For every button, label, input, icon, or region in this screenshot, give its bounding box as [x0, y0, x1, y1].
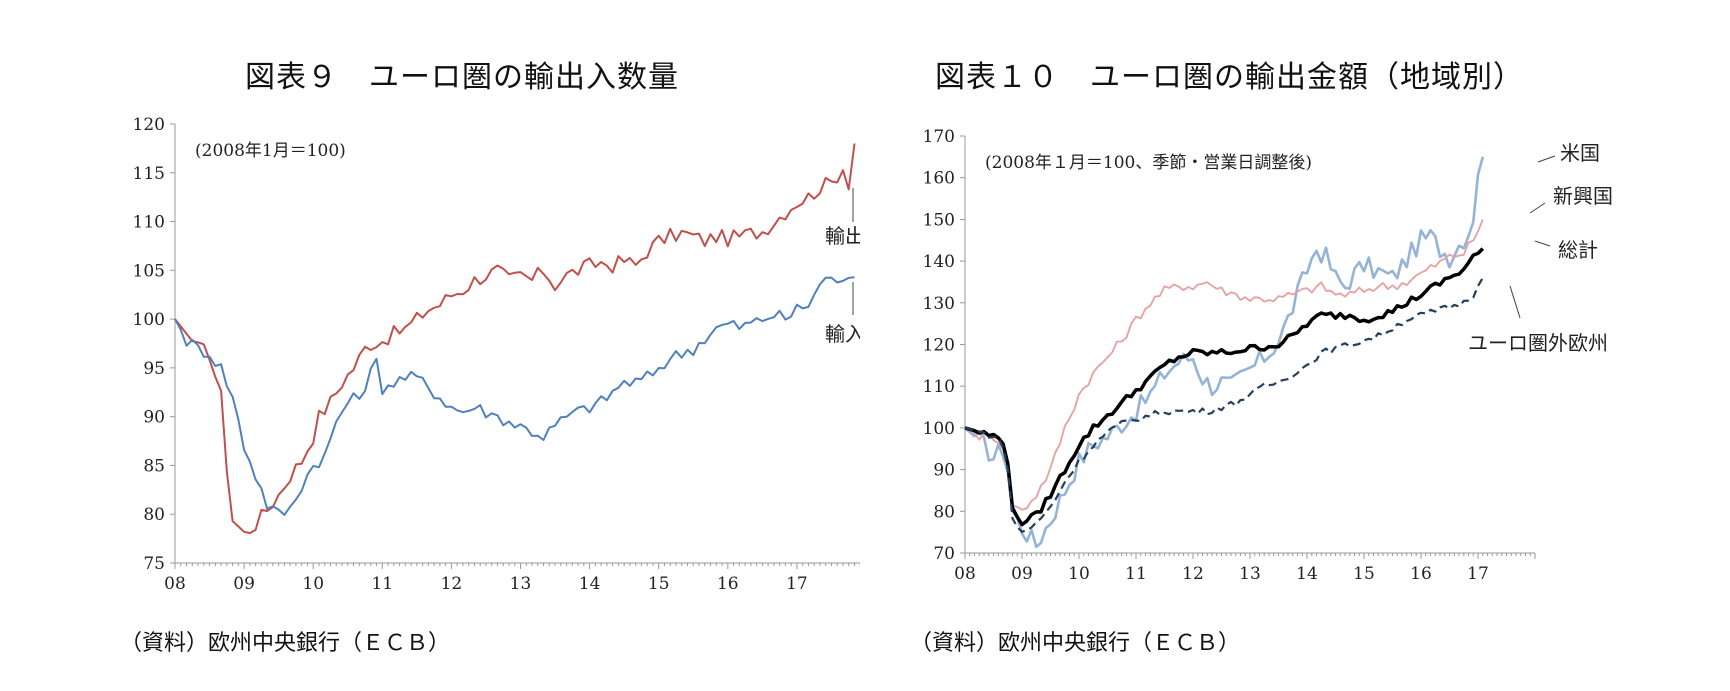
left-chart-title: 図表９ ユーロ圏の輸出入数量 [245, 60, 679, 95]
x-tick-label: 11 [371, 574, 393, 594]
y-tick-label: 160 [923, 169, 955, 189]
y-tick-label: 70 [933, 544, 955, 564]
chart-note: (2008年１月＝100、季節・営業日調整後) [985, 153, 1312, 173]
series-line-3 [964, 277, 1484, 533]
y-tick-label: 170 [923, 127, 955, 147]
y-tick-label: 75 [143, 554, 165, 574]
y-tick-label: 100 [133, 310, 165, 330]
y-tick-label: 105 [133, 261, 165, 281]
right-chart-source: （資料）欧州中央銀行（ＥＣＢ） [910, 631, 1241, 656]
x-tick-label: 08 [954, 564, 976, 584]
x-tick-label: 17 [786, 574, 808, 594]
x-tick-label: 13 [1239, 564, 1261, 584]
label-pointer [1537, 155, 1556, 163]
series-line-1 [964, 219, 1484, 511]
label-pointer [1534, 240, 1551, 247]
chart-exports-imports-volume: 75 80 85 90 95 100 105 110 115 120 08 09 10 11 12 13 14 1… [133, 115, 860, 594]
y-tick-label: 80 [143, 505, 165, 525]
series-label-0: 米国 [1560, 141, 1600, 165]
series-label-3: ユーロ圏外欧州 [1468, 331, 1608, 355]
x-tick-label: 12 [441, 574, 463, 594]
x-tick-label: 11 [1125, 564, 1147, 584]
label-pointer [1509, 285, 1521, 319]
series-line-0 [964, 156, 1485, 549]
y-tick-label: 95 [143, 359, 165, 379]
series-label-1: 輸入 [825, 322, 860, 346]
x-tick-label: 10 [302, 574, 324, 594]
x-tick-label: 14 [1296, 564, 1318, 584]
right-chart-title: 図表１０ ユーロ圏の輸出金額（地域別） [935, 60, 1524, 95]
x-tick-label: 15 [648, 574, 670, 594]
left-chart-source: （資料）欧州中央銀行（ＥＣＢ） [120, 631, 451, 656]
series-label-0: 輸出 [825, 224, 860, 248]
y-tick-label: 85 [143, 456, 165, 476]
series-label-1: 新興国 [1553, 184, 1613, 208]
y-tick-label: 90 [933, 461, 955, 481]
x-tick-label: 09 [1011, 564, 1033, 584]
chart-exports-by-region: 70 80 90 100 110 120 130 140 150 160 170 08 09 10 11 12… [923, 127, 1613, 584]
y-tick-label: 90 [143, 408, 165, 428]
x-tick-label: 16 [717, 574, 739, 594]
y-tick-label: 150 [923, 210, 955, 230]
x-tick-label: 13 [510, 574, 532, 594]
y-tick-label: 110 [923, 377, 955, 397]
x-tick-label: 08 [164, 574, 186, 594]
x-tick-label: 12 [1182, 564, 1204, 584]
x-tick-label: 09 [233, 574, 255, 594]
series-line-2 [964, 247, 1485, 527]
label-pointer [1529, 202, 1546, 214]
x-tick-label: 14 [579, 574, 601, 594]
x-tick-label: 15 [1353, 564, 1375, 584]
y-tick-label: 120 [923, 336, 955, 356]
chart-note: (2008年1月＝100) [195, 141, 346, 161]
series-line-0 [174, 143, 856, 535]
y-tick-label: 140 [923, 252, 955, 272]
series-line-1 [174, 276, 855, 516]
x-tick-label: 10 [1068, 564, 1090, 584]
y-tick-label: 120 [133, 115, 165, 135]
y-tick-label: 115 [133, 164, 165, 184]
y-tick-label: 80 [933, 502, 955, 522]
series-label-2: 総計 [1558, 238, 1598, 262]
x-tick-label: 16 [1410, 564, 1432, 584]
y-tick-label: 110 [133, 213, 165, 233]
x-tick-label: 17 [1467, 564, 1489, 584]
y-tick-label: 100 [923, 419, 955, 439]
y-tick-label: 130 [923, 294, 955, 314]
